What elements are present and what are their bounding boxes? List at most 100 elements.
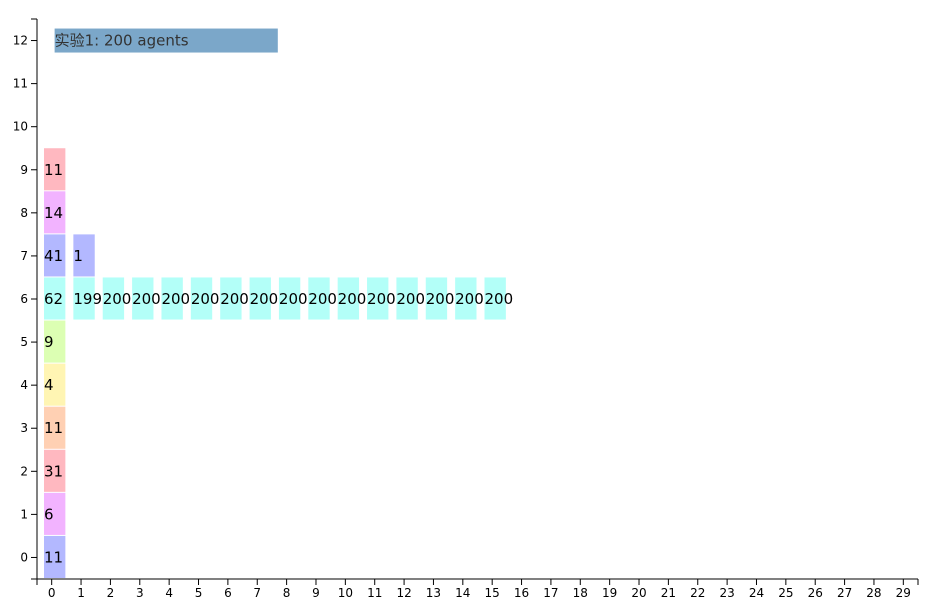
y-tick-label: 1	[20, 507, 28, 521]
heatmap-cell	[455, 277, 477, 320]
cell-value-label: 200	[367, 290, 396, 308]
cell-value-label: 200	[396, 290, 425, 308]
cell-value-label: 1	[73, 247, 83, 265]
heatmap-cell	[367, 277, 389, 320]
cell-value-label: 200	[191, 290, 220, 308]
heatmap-cell	[44, 535, 66, 578]
chart-title: 实验1: 200 agents	[55, 32, 189, 50]
x-tick-label: 4	[165, 586, 173, 599]
cell-value-label: 41	[44, 247, 63, 265]
cell-value-label: 200	[103, 290, 132, 308]
x-tick-label: 22	[690, 586, 705, 599]
x-tick-label: 2	[107, 586, 115, 599]
heatmap-cell	[44, 191, 66, 234]
x-tick-label: 0	[48, 586, 56, 599]
x-tick-label: 10	[338, 586, 353, 599]
heatmap-cell	[44, 449, 66, 492]
heatmap-cell	[44, 363, 66, 406]
cell-value-label: 200	[161, 290, 190, 308]
x-tick-label: 6	[224, 586, 232, 599]
heatmap-cell	[337, 277, 360, 320]
x-tick-label: 14	[455, 586, 470, 599]
x-tick-label: 13	[426, 586, 441, 599]
x-tick-label: 9	[312, 586, 320, 599]
cell-value-label: 6	[44, 505, 54, 523]
heatmap-cell	[308, 277, 330, 320]
x-tick-label: 1	[77, 586, 85, 599]
x-tick-label: 24	[749, 586, 764, 599]
cell-value-label: 4	[44, 376, 54, 394]
x-tick-label: 19	[602, 586, 617, 599]
heatmap-cell	[132, 277, 154, 320]
x-tick-label: 25	[778, 586, 793, 599]
cell-value-label: 9	[44, 333, 54, 351]
x-tick-label: 12	[396, 586, 411, 599]
x-tick-label: 16	[514, 586, 529, 599]
x-tick-label: 11	[367, 586, 382, 599]
heatmap-cell	[249, 277, 271, 320]
x-tick-label: 5	[195, 586, 203, 599]
x-tick-label: 20	[631, 586, 646, 599]
heatmap-cell	[102, 277, 125, 320]
x-tick-label: 17	[543, 586, 558, 599]
x-tick-label: 3	[136, 586, 144, 599]
y-tick-label: 12	[13, 34, 28, 48]
heatmap-cell	[44, 148, 66, 191]
chart-title-box	[54, 28, 278, 53]
heatmap-cell	[425, 277, 448, 320]
x-tick-label: 26	[808, 586, 823, 599]
heatmap-cell	[44, 277, 66, 320]
x-tick-label: 29	[896, 586, 911, 599]
cell-value-label: 11	[44, 161, 63, 179]
cell-value-label: 200	[132, 290, 161, 308]
x-tick-label: 23	[719, 586, 734, 599]
heatmap-cell	[161, 277, 183, 320]
cell-value-label: 11	[44, 548, 63, 566]
y-tick-label: 7	[20, 249, 28, 263]
cell-value-label: 31	[44, 462, 63, 480]
cell-value-label: 62	[44, 290, 63, 308]
cell-value-label: 200	[220, 290, 249, 308]
cell-value-label: 199	[73, 290, 102, 308]
y-tick-label: 11	[13, 77, 28, 91]
heatmap-cell	[484, 277, 506, 320]
cell-value-label: 14	[44, 204, 63, 222]
y-tick-label: 3	[20, 421, 28, 435]
heatmap-cell	[278, 277, 301, 320]
heatmap-cell	[44, 406, 66, 449]
y-tick-label: 8	[20, 206, 28, 220]
x-tick-label: 21	[661, 586, 676, 599]
heatmap-cell	[44, 492, 66, 535]
y-tick-label: 9	[20, 163, 28, 177]
cell-value-label: 200	[426, 290, 455, 308]
x-tick-label: 28	[866, 586, 881, 599]
y-tick-label: 4	[20, 378, 28, 392]
heatmap-cell	[44, 234, 66, 277]
cell-value-label: 200	[455, 290, 484, 308]
heatmap-cell	[73, 234, 95, 277]
x-tick-label: 15	[485, 586, 500, 599]
cell-value-label: 200	[338, 290, 367, 308]
heatmap-cell	[220, 277, 242, 320]
heatmap-cell	[396, 277, 418, 320]
heatmap-cell	[44, 320, 66, 363]
x-tick-label: 8	[283, 586, 291, 599]
heatmap-cell	[73, 277, 95, 320]
y-tick-label: 0	[20, 550, 28, 564]
x-tick-label: 7	[253, 586, 261, 599]
cell-value-label: 200	[485, 290, 514, 308]
y-tick-label: 10	[13, 120, 28, 134]
heatmap-cell	[190, 277, 213, 320]
cell-value-label: 11	[44, 419, 63, 437]
x-tick-label: 27	[837, 586, 852, 599]
x-tick-label: 18	[573, 586, 588, 599]
cell-value-label: 200	[279, 290, 308, 308]
y-tick-label: 5	[20, 335, 28, 349]
y-tick-label: 6	[20, 292, 28, 306]
y-tick-label: 2	[20, 464, 28, 478]
cell-value-label: 200	[250, 290, 279, 308]
cell-value-label: 200	[308, 290, 337, 308]
